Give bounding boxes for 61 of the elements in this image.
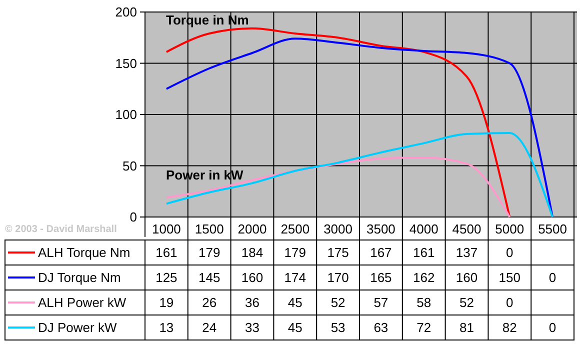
- data-label: 150: [498, 270, 520, 286]
- line-series: [165, 38, 554, 218]
- data-label: 13: [159, 320, 174, 336]
- data-label: 175: [327, 245, 349, 260]
- data-label: 0: [548, 270, 556, 286]
- x-tick-label: 3500: [366, 222, 396, 237]
- y-tick-label: 50: [122, 158, 137, 174]
- data-label: 57: [374, 295, 388, 310]
- data-label: 81: [460, 320, 474, 336]
- data-label: 174: [284, 270, 306, 286]
- data-label: 63: [374, 320, 388, 336]
- y-tick-label: 200: [115, 4, 137, 20]
- data-label: 52: [330, 295, 346, 310]
- data-label: 82: [502, 320, 517, 336]
- line-series: [165, 132, 554, 218]
- legend-label: ALH Torque Nm: [38, 245, 130, 260]
- x-tick-label: 5000: [495, 222, 524, 237]
- data-label: 52: [460, 295, 474, 310]
- data-label: 161: [156, 245, 178, 260]
- data-label: 24: [202, 320, 217, 336]
- x-tick-label: 4000: [409, 222, 438, 237]
- data-label: 36: [245, 295, 260, 310]
- data-label: 125: [156, 270, 178, 286]
- y-tick-label: 100: [115, 107, 137, 122]
- data-label: 145: [198, 270, 220, 286]
- data-label: 45: [288, 320, 302, 336]
- data-label: 26: [202, 295, 217, 310]
- x-tick-label: 2500: [280, 222, 310, 237]
- data-label: 0: [506, 245, 514, 260]
- x-tick-label: 1000: [152, 222, 181, 237]
- data-label: 179: [198, 245, 220, 260]
- legend-label: DJ Power kW: [38, 320, 118, 336]
- data-label: 184: [241, 245, 264, 260]
- y-tick-label: 0: [130, 210, 137, 225]
- data-label: 0: [548, 320, 556, 336]
- data-label: 45: [288, 295, 302, 310]
- y-tick-label: 150: [115, 56, 137, 71]
- legend-label: ALH Power kW: [38, 295, 127, 310]
- data-label: 167: [370, 245, 392, 260]
- data-label: 160: [456, 270, 478, 286]
- data-label: 58: [416, 295, 432, 310]
- legend-label: DJ Torque Nm: [38, 270, 121, 286]
- data-label: 72: [416, 320, 432, 336]
- data-label: 179: [284, 245, 306, 260]
- x-tick-label: 3000: [324, 222, 353, 237]
- data-label: 165: [370, 270, 392, 286]
- data-label: 161: [412, 245, 435, 260]
- data-label: 0: [506, 295, 514, 310]
- x-tick-label: 5500: [538, 222, 568, 237]
- data-label: 170: [327, 270, 349, 286]
- data-label: 33: [245, 320, 260, 336]
- line-series: [165, 156, 511, 218]
- data-label: 19: [159, 295, 174, 310]
- data-label: 160: [241, 270, 264, 286]
- data-label: 53: [330, 320, 346, 336]
- x-tick-label: 1500: [194, 222, 224, 237]
- data-label: 162: [412, 270, 435, 286]
- data-label: 137: [456, 245, 478, 260]
- line-series: [165, 27, 511, 218]
- x-tick-label: 2000: [238, 222, 267, 237]
- x-tick-label: 4500: [452, 222, 482, 237]
